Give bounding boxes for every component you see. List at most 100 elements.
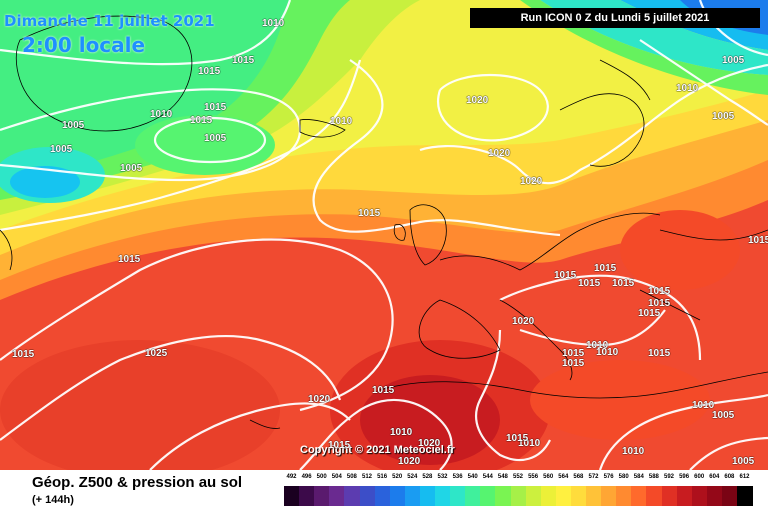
legend-level-label: 580: [618, 474, 629, 480]
legend-color-cell: [540, 486, 557, 506]
geopotential-field: [0, 0, 768, 470]
isobar-label: 1015: [562, 348, 585, 359]
isobar-label: 1015: [554, 270, 577, 281]
isobar-label: 1010: [622, 446, 645, 457]
legend-level-label: 508: [346, 474, 357, 480]
isobar-label: 1015: [232, 55, 255, 66]
legend-color-cell: [495, 486, 511, 506]
legend-level-label: 548: [497, 474, 508, 480]
legend-color-cell: [570, 486, 587, 506]
legend-color-cell: [661, 486, 678, 506]
legend-level-label: 560: [543, 474, 554, 480]
legend-level-label: 492: [286, 474, 297, 480]
legend-level-label: 504: [331, 474, 342, 480]
legend-color-cell: [480, 486, 496, 506]
legend-level-label: 532: [437, 474, 448, 480]
legend-level-label: 552: [512, 474, 523, 480]
legend-color-cell: [721, 486, 738, 506]
legend-color-cell: [646, 486, 662, 506]
isobar-label: 1010: [676, 83, 699, 94]
model-run-label: Run ICON 0 Z du Lundi 5 juillet 2021: [470, 8, 760, 28]
isobar-label: 1015: [328, 440, 351, 451]
legend-color-cell: [465, 486, 481, 506]
isobar-label: 1020: [466, 95, 489, 106]
isobar-label: 1015: [118, 254, 141, 265]
isobar-label: 1015: [578, 278, 601, 289]
legend-color-cell: [299, 486, 315, 506]
legend-color-cell: [616, 486, 632, 506]
legend-level-label: 612: [739, 474, 750, 480]
legend-level-label: 496: [301, 474, 312, 480]
isobar-label: 1010: [596, 347, 619, 358]
legend-color-cell: [510, 486, 527, 506]
legend-level-label: 604: [709, 474, 720, 480]
legend-level-label: 516: [377, 474, 388, 480]
isobar-label: 1010: [262, 18, 285, 29]
forecast-time: 2:00 locale: [22, 33, 146, 57]
isobar-label: 1025: [145, 348, 168, 359]
isobar-label: 1015: [506, 433, 529, 444]
copyright-notice: Copyright © 2021 Meteociel.fr: [300, 444, 455, 456]
isobar-label: 1015: [648, 348, 671, 359]
legend-level-label: 500: [316, 474, 327, 480]
isobar-label: 1005: [722, 55, 745, 66]
legend-color-cell: [555, 486, 572, 506]
legend-color-cell: [374, 486, 391, 506]
color-scale-legend: 492 496 500 504 508 512 516 520 524 528 532 536 540 5…: [284, 474, 753, 510]
legend-color-cell: [329, 486, 345, 506]
isobar-label: 1010: [330, 116, 353, 127]
isobar-label: 1015: [372, 385, 395, 396]
legend-level-label: 568: [573, 474, 584, 480]
legend-level-label: 524: [407, 474, 418, 480]
isobar-label: 1005: [712, 111, 735, 122]
legend-color-cell: [691, 486, 708, 506]
legend-color-cell: [601, 486, 617, 506]
isobar-label: 1015: [358, 208, 381, 219]
legend-level-label: 592: [663, 474, 674, 480]
isobar-label: 1020: [398, 456, 421, 467]
forecast-date: Dimanche 11 juillet 2021: [4, 12, 215, 30]
legend-color-cell: [586, 486, 602, 506]
isobar-label: 1015: [204, 102, 227, 113]
isobar-label: 1015: [562, 358, 585, 369]
legend-level-label: 576: [603, 474, 614, 480]
legend-level-label: 520: [392, 474, 403, 480]
isobar-label: 1020: [308, 394, 331, 405]
isobar-label: 1020: [488, 148, 511, 159]
isobar-label: 1015: [748, 235, 768, 246]
legend-color-cell: [404, 486, 421, 506]
legend-color-cell: [525, 486, 542, 506]
legend-level-label: 536: [452, 474, 463, 480]
isobar-label: 1005: [732, 456, 755, 467]
legend-color-cell: [284, 486, 300, 506]
legend-color-cell: [631, 486, 647, 506]
legend-level-label: 600: [694, 474, 705, 480]
isobar-label: 1015: [198, 66, 221, 77]
legend-color-cell: [359, 486, 376, 506]
isobar-label: 1005: [712, 410, 735, 421]
legend-color-cell: [389, 486, 406, 506]
legend-level-label: 540: [467, 474, 478, 480]
legend-level-label: 572: [588, 474, 599, 480]
legend-color-cell: [737, 486, 753, 506]
legend-level-label: 556: [528, 474, 539, 480]
forecast-map: Dimanche 11 juillet 2021 2:00 locale Run…: [0, 0, 768, 470]
legend-level-label: 584: [633, 474, 644, 480]
isobar-label: 1010: [390, 427, 413, 438]
isobar-label: 1015: [648, 286, 671, 297]
isobar-label: 1010: [692, 400, 715, 411]
legend-level-label: 588: [648, 474, 659, 480]
footer: Géop. Z500 & pression au sol (+ 144h) 49…: [0, 470, 768, 512]
legend-color-cell: [314, 486, 330, 506]
isobar-label: 1015: [594, 263, 617, 274]
isobar-label: 1020: [418, 438, 441, 449]
isobar-label: 1010: [150, 109, 173, 120]
isobar-label: 1015: [190, 115, 213, 126]
isobar-label: 1005: [62, 120, 85, 131]
isobar-label: 1015: [612, 278, 635, 289]
legend-color-cell: [676, 486, 693, 506]
isobar-label: 1010: [586, 340, 609, 351]
legend-color-cell: [344, 486, 360, 506]
isobar-label: 1020: [520, 176, 543, 187]
isobar-label: 1010: [518, 438, 541, 449]
